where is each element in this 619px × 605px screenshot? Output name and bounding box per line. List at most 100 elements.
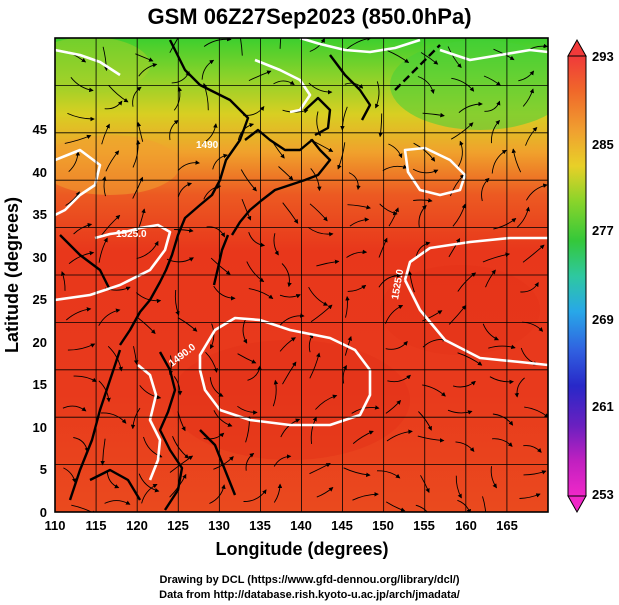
streamline <box>174 228 194 233</box>
streamline <box>201 59 215 80</box>
streamline <box>524 406 548 418</box>
streamline <box>309 352 321 379</box>
streamline <box>239 38 243 56</box>
colorbar-tick-label: 253 <box>592 487 614 502</box>
streamline <box>457 140 464 168</box>
lon-tick-label: 150 <box>372 518 394 533</box>
streamline <box>488 344 516 350</box>
streamline <box>490 120 501 144</box>
streamline <box>412 168 439 174</box>
streamline <box>457 352 483 366</box>
streamline <box>279 337 296 352</box>
streamline <box>279 38 282 49</box>
streamline <box>449 174 465 197</box>
streamline <box>310 168 322 192</box>
streamline <box>133 346 139 365</box>
streamline <box>273 233 279 256</box>
streamline <box>387 50 410 64</box>
streamline <box>346 249 368 258</box>
streamline <box>102 46 109 72</box>
contour-label: 1525.0 <box>116 229 147 240</box>
colorbar-tick-label: 277 <box>592 223 614 238</box>
streamline <box>169 38 179 53</box>
streamline <box>315 394 338 410</box>
lat-tick-label: 25 <box>33 292 47 307</box>
streamline <box>448 305 467 325</box>
coastlines <box>59 39 441 511</box>
streamline <box>281 263 292 288</box>
streamline <box>523 445 542 453</box>
streamline <box>278 166 294 181</box>
lon-tick-label: 125 <box>167 518 189 533</box>
streamline <box>106 471 120 489</box>
streamline <box>67 343 96 351</box>
streamline <box>246 261 265 283</box>
streamline <box>385 400 402 414</box>
streamline <box>455 475 462 499</box>
streamline <box>415 241 431 258</box>
streamline <box>73 375 97 382</box>
streamline <box>417 435 445 443</box>
colorbar-tick-label: 293 <box>592 49 614 64</box>
streamline <box>376 470 401 479</box>
streamline <box>526 183 548 201</box>
streamline <box>482 323 499 341</box>
streamline <box>452 380 476 388</box>
streamline <box>209 377 224 397</box>
lat-tick-label: 10 <box>33 420 47 435</box>
streamline <box>386 429 413 442</box>
streamline <box>352 491 379 501</box>
streamline <box>62 405 87 412</box>
streamline <box>213 410 233 427</box>
credit-drawing: Drawing by DCL (https://www.gfd-dennou.o… <box>159 574 460 586</box>
streamline <box>483 75 501 86</box>
streamline <box>273 143 285 159</box>
streamline <box>64 134 92 144</box>
streamline <box>514 377 525 398</box>
chart-title: GSM 06Z27Sep2023 (850.0hPa) <box>147 4 472 29</box>
streamline <box>388 207 399 227</box>
lon-tick-label: 110 <box>45 518 66 533</box>
lon-tick-label: 155 <box>413 518 435 533</box>
streamline <box>282 202 299 224</box>
streamline <box>177 182 193 198</box>
streamline <box>136 121 144 142</box>
streamline <box>213 285 236 301</box>
streamline <box>420 52 439 65</box>
streamline <box>310 416 317 444</box>
streamline <box>245 453 255 471</box>
streamline <box>202 123 218 144</box>
streamline <box>316 259 340 267</box>
lon-tick-label: 160 <box>455 518 477 533</box>
streamline <box>407 270 415 293</box>
streamline <box>138 62 158 77</box>
streamline <box>378 237 388 258</box>
streamline <box>98 237 108 263</box>
streamline <box>206 226 225 238</box>
streamline <box>100 438 106 466</box>
streamline <box>347 204 371 210</box>
streamline <box>309 38 325 52</box>
streamline <box>272 379 279 407</box>
streamline <box>130 407 141 430</box>
streamline <box>388 143 403 159</box>
streamline <box>413 142 436 162</box>
streamline <box>378 113 383 138</box>
streamline <box>452 203 467 227</box>
streamline <box>104 100 123 110</box>
contour-label: 1490 <box>196 140 219 151</box>
streamline <box>387 374 411 383</box>
streamline <box>242 318 248 344</box>
colorbar-tick-label: 269 <box>592 312 614 327</box>
colorbar-gradient <box>567 55 587 497</box>
streamline <box>482 496 487 512</box>
streamline <box>415 504 428 512</box>
streamline <box>61 271 66 291</box>
lat-tick-label: 30 <box>33 250 47 265</box>
streamline <box>342 364 347 384</box>
streamline <box>138 473 160 493</box>
streamline <box>451 77 475 92</box>
streamline <box>310 304 333 323</box>
streamline <box>485 269 496 288</box>
streamline <box>489 376 514 385</box>
